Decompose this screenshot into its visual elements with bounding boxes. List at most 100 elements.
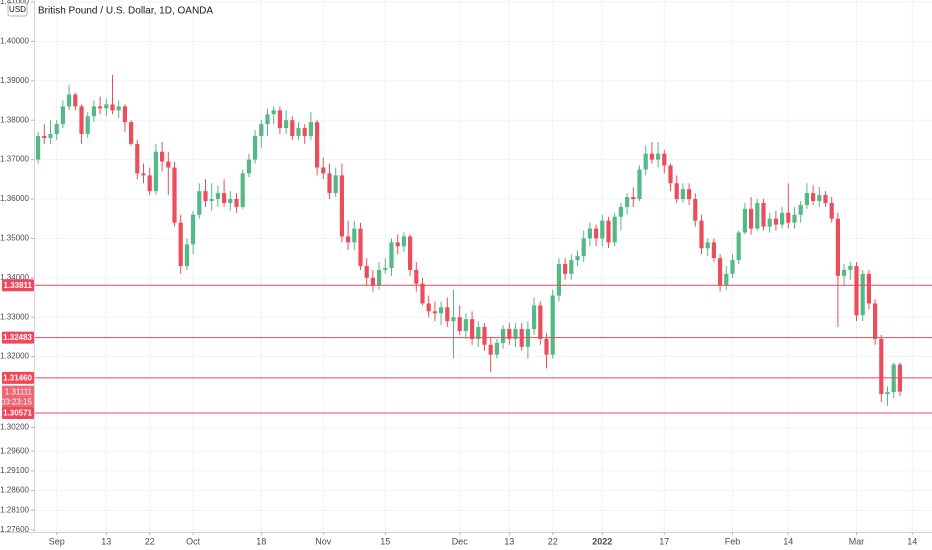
candle-body [532, 305, 537, 330]
currency: USD [9, 5, 26, 14]
candle-body [271, 110, 276, 115]
candle-body [228, 199, 233, 203]
candle-body [482, 327, 487, 345]
x-tick-label: 22 [145, 536, 155, 546]
candle-body [854, 266, 859, 316]
x-tick-label: Sep [49, 536, 65, 546]
candle-body [364, 266, 369, 278]
level-label: 1.30571 [3, 409, 32, 418]
candle-body [860, 273, 865, 316]
candle-body [172, 167, 177, 223]
candle-body [122, 106, 127, 123]
candle-body [786, 212, 791, 223]
level-label: 1.31460 [3, 374, 32, 383]
x-tick-label: 14 [907, 536, 917, 546]
candle-body [625, 197, 630, 207]
y-tick-label: 1.27600 [0, 525, 29, 534]
candle-body [569, 260, 574, 274]
candle-body [184, 244, 189, 266]
x-tick-label: 17 [659, 536, 669, 546]
current-price-bg [2, 385, 34, 408]
x-tick-label: 13 [101, 536, 111, 546]
candle-body [879, 338, 884, 395]
candle-body [544, 338, 549, 355]
candle-body [501, 329, 506, 343]
y-tick-label: 1.35000 [0, 234, 29, 243]
candle-body [463, 319, 468, 332]
candle-body [79, 106, 84, 134]
y-tick-label: 1.37000 [0, 155, 29, 164]
y-tick-label: 1.38000 [0, 115, 29, 124]
candle-body [36, 135, 41, 160]
candle-body [135, 143, 140, 174]
candle-body [817, 195, 822, 201]
candle-body [662, 153, 667, 166]
candle-body [339, 175, 344, 237]
candle-body [240, 173, 245, 207]
candle-body [234, 199, 239, 207]
candle-body [724, 273, 729, 286]
candle-body [116, 106, 121, 111]
current-price: 1.31111 [5, 387, 33, 396]
candle-body [835, 218, 840, 276]
candle-body [42, 135, 47, 138]
candle-body [104, 104, 109, 109]
candle-body [60, 106, 65, 125]
candle-body [178, 222, 183, 266]
y-tick-label: 1.29100 [0, 466, 29, 475]
candle-body [829, 202, 834, 219]
candle-body [321, 167, 326, 174]
y-tick-label: 1.32000 [0, 352, 29, 361]
candle-body [649, 153, 654, 160]
y-tick-label: 1.30200 [0, 423, 29, 432]
candle-body [811, 193, 816, 201]
candle-body [315, 122, 320, 168]
candle-body [668, 165, 673, 184]
y-tick-label: 1.36000 [0, 194, 29, 203]
candle-body [246, 159, 251, 174]
candle-body [259, 124, 264, 136]
candle-body [457, 317, 462, 332]
candle-body [352, 228, 357, 243]
candle-body [383, 267, 388, 270]
candle-body [420, 283, 425, 304]
candle-body [470, 319, 475, 339]
x-tick-label: Oct [186, 536, 201, 546]
candle-body [160, 151, 165, 162]
candle-body [439, 307, 444, 314]
countdown: 03:23:15 [1, 397, 33, 406]
candle-body [333, 175, 338, 194]
candle-body [612, 216, 617, 243]
candle-body [631, 197, 636, 200]
candle-body [556, 264, 561, 296]
candle-body [761, 202, 766, 227]
time-axis [0, 532, 932, 550]
level-label-bg [2, 331, 34, 344]
candle-body [513, 329, 518, 339]
candle-body [197, 191, 202, 215]
candle-body [823, 195, 828, 203]
candle-body [637, 169, 642, 200]
candle-body [618, 206, 623, 217]
candle-body [426, 303, 431, 312]
candle-body [389, 242, 394, 268]
candle-body [451, 317, 456, 322]
candle-body [302, 128, 307, 136]
candle-body [550, 295, 555, 355]
candle-body [73, 94, 78, 107]
candle-body [141, 173, 146, 176]
candle-body [780, 212, 785, 225]
candle-body [643, 153, 648, 170]
candle-body [358, 228, 363, 266]
level-label-bg [2, 279, 34, 292]
candle-body [284, 120, 289, 129]
candle-body [804, 193, 809, 205]
candle-body [575, 256, 580, 261]
candle-body [842, 269, 847, 276]
level-label-bg [2, 406, 34, 419]
candle-body [711, 242, 716, 259]
candle-body [755, 202, 760, 229]
y-tick-label: 1.34000 [0, 273, 29, 282]
level-label-bg [2, 371, 34, 384]
